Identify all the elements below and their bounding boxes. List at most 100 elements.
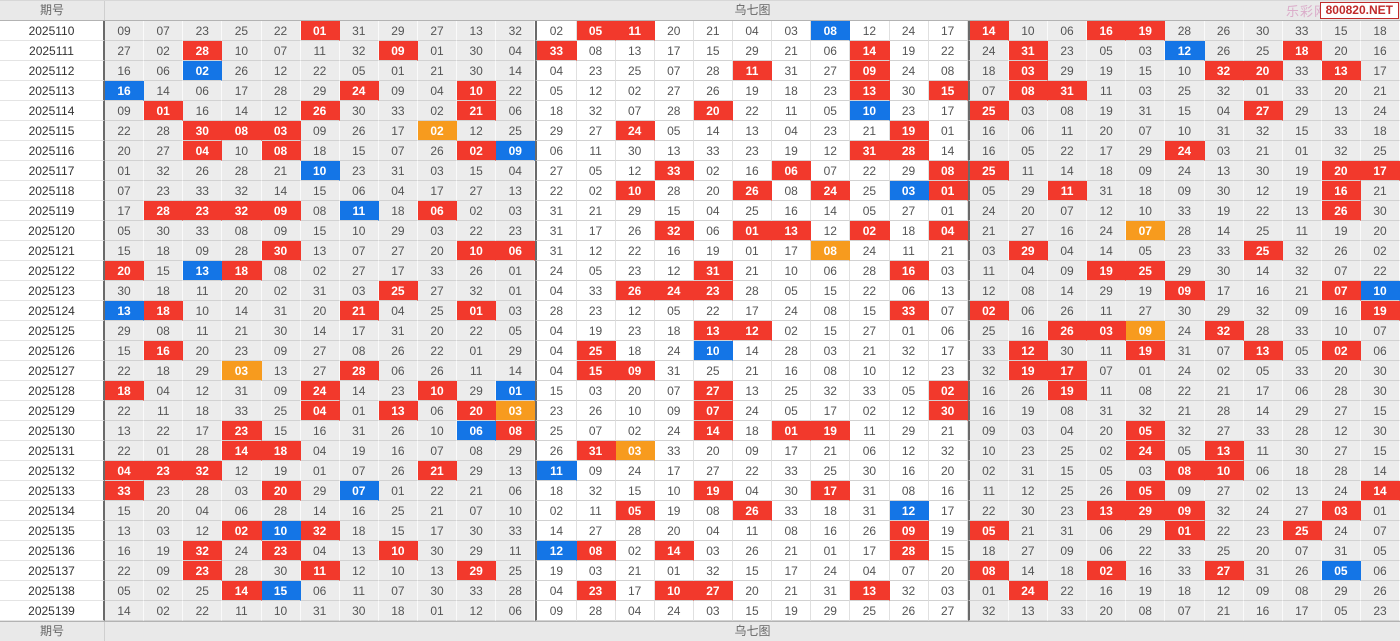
number-cell: 06 <box>1282 381 1322 401</box>
number-cell: 33 <box>1243 421 1283 441</box>
number-cell: 28 <box>261 81 301 101</box>
number-cell: 24 <box>1361 101 1400 121</box>
number-cell: 01 <box>733 241 773 261</box>
red-ball-cell: 13 <box>1087 501 1127 521</box>
number-cell: 27 <box>1321 401 1361 421</box>
number-cell: 12 <box>654 261 694 281</box>
number-cell: 22 <box>261 21 301 41</box>
number-cell: 16 <box>183 101 223 121</box>
number-cell: 20 <box>654 21 694 41</box>
red-ball-cell: 16 <box>1321 181 1361 201</box>
number-cell: 03 <box>144 521 184 541</box>
blue-ball-cell: 06 <box>457 421 497 441</box>
chart-row: 2025119 17 28 23 32 09 08 11 18 06 02 03 31 21 29 15 04 2… <box>0 201 1400 221</box>
number-cell: 20 <box>928 561 968 581</box>
red-ball-cell: 19 <box>1361 301 1400 321</box>
number-cell: 31 <box>811 581 851 601</box>
number-cell: 13 <box>105 421 145 441</box>
number-cell: 17 <box>654 41 694 61</box>
period-cell: 2025123 <box>0 281 105 301</box>
number-cell: 26 <box>418 141 458 161</box>
number-cell: 06 <box>928 321 968 341</box>
red-ball-cell: 23 <box>576 581 616 601</box>
red-ball-cell: 10 <box>654 581 694 601</box>
number-cell: 02 <box>1087 441 1127 461</box>
red-ball-cell: 33 <box>105 481 145 501</box>
number-cell: 05 <box>811 101 851 121</box>
number-cell: 29 <box>1126 521 1166 541</box>
number-cell: 26 <box>535 441 577 461</box>
red-ball-cell: 14 <box>222 581 262 601</box>
number-cell: 10 <box>1321 321 1361 341</box>
number-cell: 13 <box>457 21 497 41</box>
number-cell: 31 <box>1243 561 1283 581</box>
number-cell: 04 <box>1048 421 1088 441</box>
red-ball-cell: 26 <box>733 181 773 201</box>
number-cell: 02 <box>967 461 1009 481</box>
number-cell: 10 <box>1165 121 1205 141</box>
red-ball-cell: 09 <box>378 41 418 61</box>
number-cell: 02 <box>535 501 577 521</box>
number-cell: 32 <box>1282 241 1322 261</box>
number-cell: 27 <box>457 181 497 201</box>
number-cell: 22 <box>300 61 340 81</box>
number-cell: 06 <box>339 181 379 201</box>
number-cell: 17 <box>1087 141 1127 161</box>
number-cell: 22 <box>1204 521 1244 541</box>
period-cell: 2025118 <box>0 181 105 201</box>
number-cell: 07 <box>928 301 968 321</box>
number-cell: 22 <box>105 401 145 421</box>
number-cell: 30 <box>418 581 458 601</box>
number-cell: 27 <box>1204 481 1244 501</box>
red-ball-cell: 16 <box>144 341 184 361</box>
number-cell: 16 <box>1321 301 1361 321</box>
number-cell: 01 <box>967 581 1009 601</box>
orange-ball-cell: 09 <box>1126 321 1166 341</box>
number-cell: 28 <box>222 561 262 581</box>
number-cell: 21 <box>733 261 773 281</box>
number-cell: 28 <box>654 181 694 201</box>
red-ball-cell: 28 <box>889 141 929 161</box>
number-cell: 33 <box>1282 321 1322 341</box>
number-cell: 25 <box>535 421 577 441</box>
number-cell: 05 <box>576 261 616 281</box>
red-ball-cell: 23 <box>261 541 301 561</box>
number-cell: 30 <box>418 541 458 561</box>
number-cell: 18 <box>339 521 379 541</box>
number-cell: 15 <box>1361 401 1400 421</box>
number-cell: 22 <box>457 321 497 341</box>
number-cell: 04 <box>496 41 536 61</box>
number-cell: 04 <box>535 341 577 361</box>
red-ball-cell: 13 <box>850 81 890 101</box>
number-cell: 33 <box>1204 241 1244 261</box>
orange-ball-cell: 07 <box>1126 221 1166 241</box>
number-cell: 26 <box>1282 561 1322 581</box>
number-cell: 26 <box>1008 381 1048 401</box>
number-cell: 14 <box>261 181 301 201</box>
red-ball-cell: 20 <box>457 401 497 421</box>
number-cell: 11 <box>1048 121 1088 141</box>
number-cell: 19 <box>654 501 694 521</box>
site-url-badge: 800820.NET <box>1319 2 1399 19</box>
number-cell: 02 <box>418 101 458 121</box>
number-cell: 30 <box>261 561 301 581</box>
number-cell: 16 <box>1243 601 1283 621</box>
number-cell: 27 <box>535 161 577 181</box>
number-cell: 27 <box>693 461 733 481</box>
number-cell: 24 <box>654 601 694 621</box>
number-cell: 31 <box>1321 541 1361 561</box>
number-cell: 26 <box>1321 241 1361 261</box>
number-cell: 04 <box>1008 261 1048 281</box>
number-cell: 27 <box>1282 501 1322 521</box>
number-cell: 21 <box>772 41 812 61</box>
number-cell: 08 <box>772 181 812 201</box>
number-cell: 19 <box>772 141 812 161</box>
number-cell: 30 <box>1361 421 1400 441</box>
number-cell: 14 <box>144 81 184 101</box>
number-cell: 01 <box>811 541 851 561</box>
number-cell: 26 <box>889 601 929 621</box>
chart-row: 2025117 01 32 26 28 21 10 23 31 03 15 04 27 05 12 33 02 1… <box>0 161 1400 181</box>
red-ball-cell: 24 <box>615 121 655 141</box>
number-cell: 14 <box>928 141 968 161</box>
number-cell: 21 <box>811 441 851 461</box>
